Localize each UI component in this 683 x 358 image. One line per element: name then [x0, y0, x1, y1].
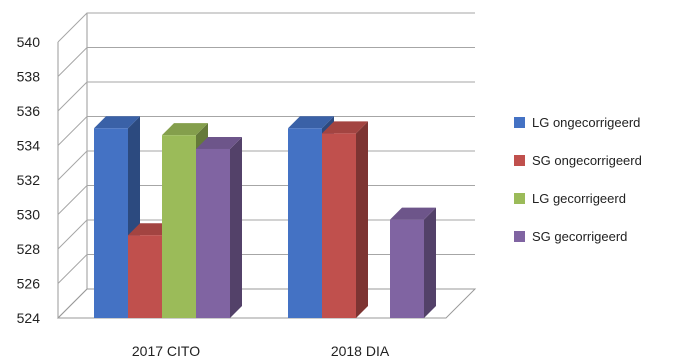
- bar-front: [94, 128, 128, 318]
- legend-label: LG gecorrigeerd: [532, 190, 626, 206]
- bar-front: [162, 135, 196, 318]
- legend-swatch: [514, 230, 525, 242]
- y-tick-label: 538: [17, 69, 41, 85]
- y-tick-label: 528: [17, 241, 41, 257]
- y-tick-label: 526: [17, 276, 41, 292]
- gridline: [57, 12, 475, 43]
- x-axis: 2017 CITO 2018 DIA: [132, 343, 390, 358]
- legend-swatch: [514, 154, 525, 166]
- bar-top: [322, 121, 368, 134]
- y-tick-label: 534: [17, 138, 41, 154]
- legend-item-lg-ongecorrigeerd: LG ongecorrigeerd: [514, 112, 642, 132]
- bars: [94, 116, 436, 319]
- bar-front: [196, 148, 230, 318]
- chart-legend: LG ongecorrigeerd SG ongecorrigeerd LG g…: [514, 112, 642, 264]
- bar: [196, 136, 242, 318]
- x-tick-label: 2018 DIA: [331, 343, 390, 358]
- legend-swatch: [514, 192, 525, 204]
- y-tick-label: 524: [17, 310, 41, 326]
- legend-swatch: [514, 116, 525, 128]
- gridline: [57, 116, 475, 146]
- bar-top: [390, 207, 436, 220]
- y-axis: 524 526 528 530 532 534 536 538 540: [17, 34, 41, 326]
- legend-item-sg-ongecorrigeerd: SG ongecorrigeerd: [514, 150, 642, 170]
- bar-front: [128, 235, 162, 318]
- legend-label: SG ongecorrigeerd: [532, 152, 642, 168]
- legend-item-sg-gecorrigeerd: SG gecorrigeerd: [514, 226, 642, 246]
- x-tick-label: 2017 CITO: [132, 343, 200, 358]
- bar: [94, 116, 140, 318]
- bar-top: [162, 123, 208, 136]
- bar-top: [94, 116, 140, 129]
- bar-front: [390, 219, 424, 318]
- gridline: [57, 47, 475, 77]
- y-tick-label: 536: [17, 103, 41, 119]
- gridline: [57, 81, 475, 112]
- y-tick-label: 540: [17, 34, 41, 50]
- bar-front: [322, 133, 356, 318]
- bar-side: [356, 121, 368, 318]
- bar-side: [424, 207, 436, 318]
- y-tick-label: 530: [17, 207, 41, 223]
- legend-label: LG ongecorrigeerd: [532, 114, 641, 130]
- bar: [322, 121, 368, 318]
- bar-side: [230, 136, 242, 318]
- bar: [390, 207, 436, 318]
- y-tick-label: 532: [17, 172, 41, 188]
- legend-label: SG gecorrigeerd: [532, 228, 628, 244]
- bar-front: [288, 128, 322, 318]
- bar-top: [288, 116, 334, 129]
- legend-item-lg-gecorrigeerd: LG gecorrigeerd: [514, 188, 642, 208]
- bar-top: [196, 136, 242, 149]
